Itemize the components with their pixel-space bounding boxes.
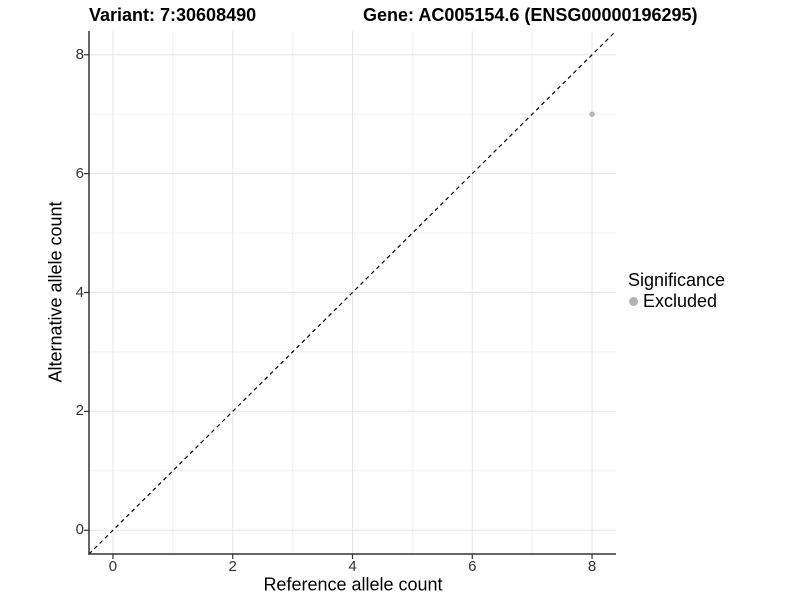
- legend-point-icon: [629, 296, 638, 306]
- x-tick-label: 2: [228, 558, 237, 575]
- x-tick-label: 8: [587, 558, 597, 575]
- y-tick-label: 4: [75, 283, 84, 301]
- x-axis-title: Reference allele count: [263, 574, 443, 595]
- y-tick-label: 8: [75, 45, 84, 63]
- legend: Significance Excluded: [628, 270, 725, 311]
- legend-title: Significance: [628, 270, 726, 290]
- y-tick-label: 0: [75, 521, 84, 539]
- y-axis-title: Alternative allele count: [45, 201, 66, 383]
- x-tick-label: 4: [348, 558, 357, 575]
- identity-dashed-line: [88, 30, 617, 555]
- plot-title-gene: Gene: AC005154.6 (ENSG00000196295): [363, 5, 698, 25]
- y-tick-label: 2: [75, 402, 84, 420]
- legend-item-excluded: Excluded: [628, 291, 725, 311]
- x-tick-label: 6: [468, 558, 477, 575]
- x-tick-label: 0: [108, 558, 118, 575]
- y-tick-label: 6: [75, 164, 84, 182]
- legend-item-label: Excluded: [643, 290, 718, 311]
- data-point: [589, 111, 595, 117]
- plot-title-variant: Variant: 7:30608490: [89, 5, 257, 25]
